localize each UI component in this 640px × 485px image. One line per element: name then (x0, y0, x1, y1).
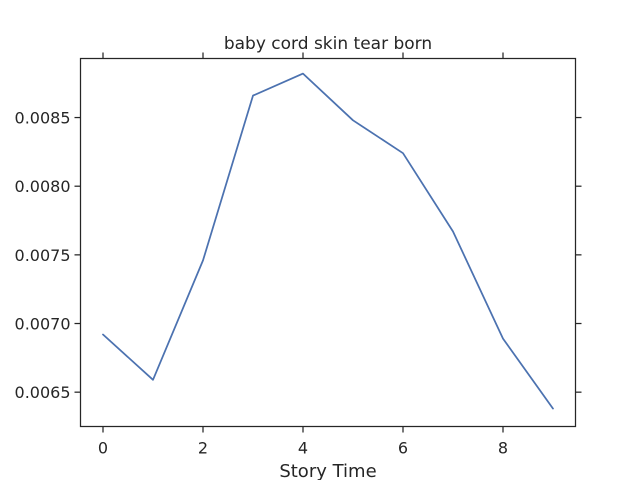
y-tick-label: 0.0075 (15, 246, 71, 265)
x-tick-label: 8 (498, 439, 508, 458)
x-tick-label: 4 (298, 439, 308, 458)
y-tick-label: 0.0070 (15, 315, 71, 334)
x-tick-label: 6 (398, 439, 408, 458)
chart-title: baby cord skin tear born (224, 34, 432, 54)
y-axis-ticks: 0.0065 0.0070 0.0075 0.0080 0.0085 (15, 109, 582, 402)
plot-frame (79, 57, 577, 428)
series-layer (102, 72, 554, 410)
y-tick-label: 0.0085 (15, 109, 71, 128)
x-tick-label: 0 (98, 439, 108, 458)
series-line-0 (102, 72, 554, 410)
x-axis-ticks: 0 2 4 6 8 (98, 52, 508, 458)
y-tick-label: 0.0080 (15, 177, 71, 196)
x-tick-label: 2 (198, 439, 208, 458)
y-tick-label: 0.0065 (15, 383, 71, 402)
x-axis-label: Story Time (279, 461, 376, 480)
